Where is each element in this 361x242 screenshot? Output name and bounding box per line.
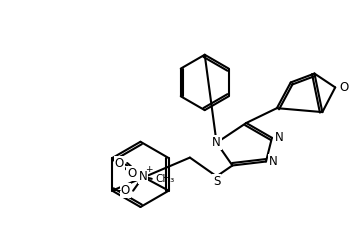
Text: +: + — [145, 166, 153, 174]
Text: O: O — [121, 184, 130, 197]
Text: CH₃: CH₃ — [156, 174, 175, 184]
Text: −: − — [112, 184, 121, 197]
Text: N: N — [274, 131, 283, 144]
Text: O: O — [339, 81, 349, 94]
Text: S: S — [213, 175, 220, 188]
Text: O: O — [115, 157, 124, 169]
Text: N: N — [212, 136, 221, 149]
Text: N: N — [139, 170, 147, 183]
Text: O: O — [127, 167, 136, 180]
Text: N: N — [269, 155, 277, 168]
